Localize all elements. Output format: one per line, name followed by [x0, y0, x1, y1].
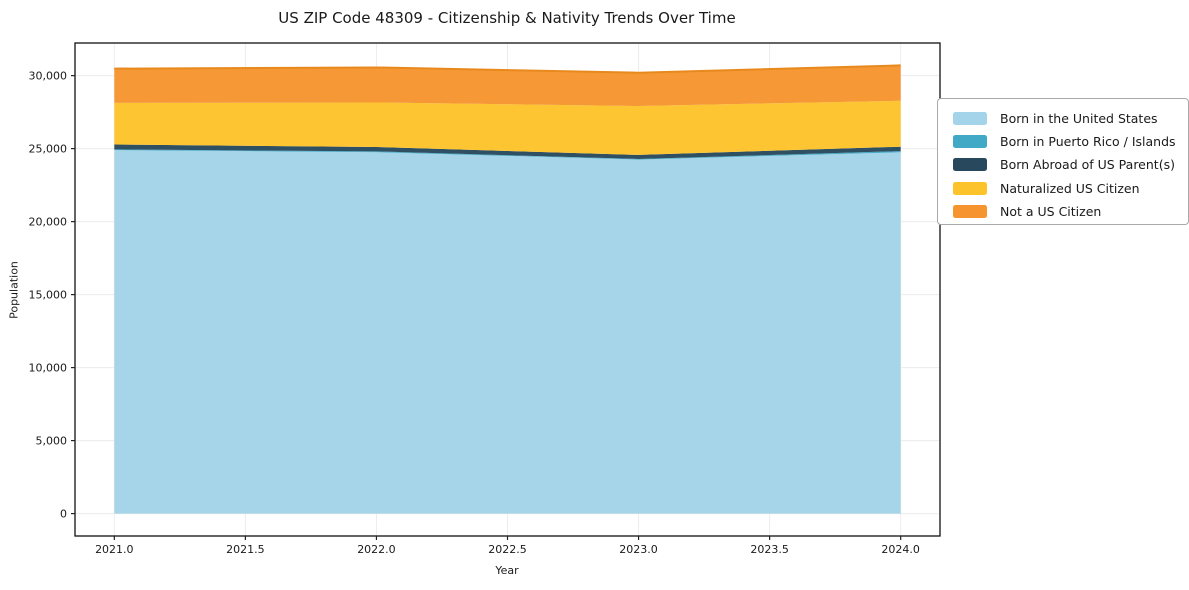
x-tick-label: 2024.0 — [881, 543, 920, 556]
y-tick-label: 25,000 — [29, 143, 68, 156]
y-tick-label: 10,000 — [29, 362, 68, 375]
y-tick-label: 5,000 — [36, 435, 68, 448]
area-series-3 — [114, 100, 901, 155]
x-tick-label: 2023.0 — [619, 543, 658, 556]
legend: Born in the United States Born in Puerto… — [937, 98, 1189, 225]
x-axis-label: Year — [495, 564, 519, 577]
legend-swatch — [953, 181, 987, 195]
x-tick-label: 2021.0 — [95, 543, 134, 556]
legend-item-label: Born in the United States — [1000, 111, 1158, 127]
legend-item: Born in the United States — [953, 107, 1188, 130]
legend-item: Not a US Citizen — [953, 200, 1188, 223]
legend-item-label: Naturalized US Citizen — [1000, 180, 1140, 196]
legend-item: Born in Puerto Rico / Islands — [953, 130, 1188, 153]
y-tick-label: 20,000 — [29, 216, 68, 229]
axis-ticks — [71, 75, 902, 540]
stacked-areas — [114, 65, 901, 514]
stack-top-edge — [114, 64, 901, 74]
legend-item-label: Not a US Citizen — [1000, 203, 1102, 219]
y-tick-label: 15,000 — [29, 289, 68, 302]
legend-swatch — [953, 112, 987, 126]
area-series-2 — [114, 144, 901, 159]
y-tick-label: 30,000 — [29, 70, 68, 83]
legend-item: Born Abroad of US Parent(s) — [953, 153, 1188, 176]
legend-swatch — [953, 135, 987, 149]
x-tick-label: 2022.0 — [357, 543, 396, 556]
chart-title: US ZIP Code 48309 - Citizenship & Nativi… — [278, 9, 736, 27]
legend-swatch — [953, 158, 987, 172]
legend-swatch — [953, 204, 987, 218]
legend-item: Naturalized US Citizen — [953, 177, 1188, 200]
area-series-1 — [114, 149, 901, 160]
legend-item-label: Born Abroad of US Parent(s) — [1000, 157, 1175, 173]
x-tick-label: 2023.5 — [750, 543, 789, 556]
axis-tick-labels: 2021.0 2021.5 2022.0 2022.5 2023.0 2023.5 2024… — [29, 70, 920, 556]
x-tick-label: 2021.5 — [226, 543, 265, 556]
legend-item-label: Born in Puerto Rico / Islands — [1000, 134, 1176, 150]
area-series-0 — [114, 150, 901, 514]
x-tick-label: 2022.5 — [488, 543, 527, 556]
area-series-4 — [114, 65, 901, 106]
y-axis-label: Population — [7, 261, 21, 319]
y-tick-label: 0 — [60, 508, 67, 521]
